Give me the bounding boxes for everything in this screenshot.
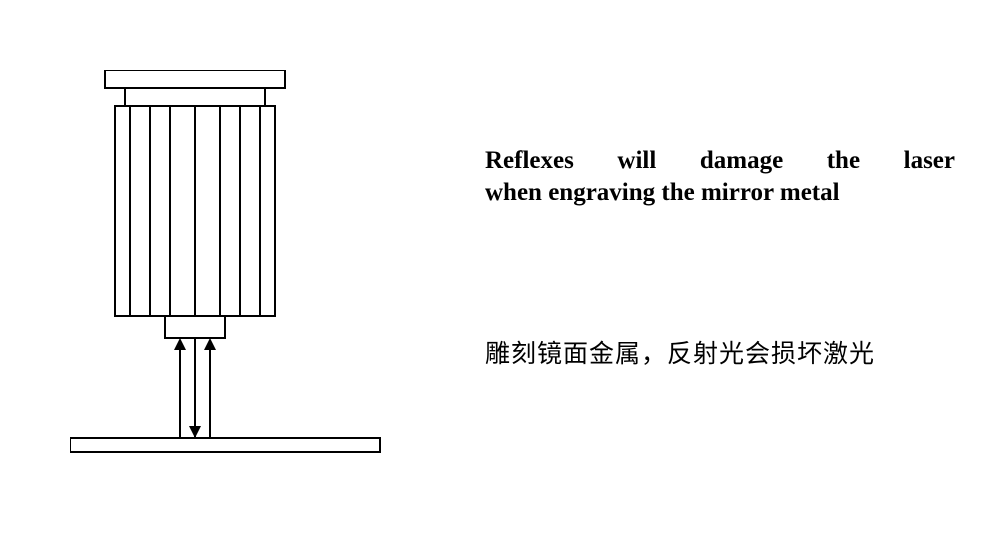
chinese-caption: 雕刻镜面金属，反射光会损坏激光 [485, 334, 955, 370]
arrow-up-left [174, 338, 186, 350]
text-block: Reflexes will damage the laser when engr… [485, 145, 955, 370]
english-line-1: Reflexes will damage the laser [485, 145, 955, 177]
laser-neck [125, 88, 265, 106]
english-line-2: when engraving the mirror metal [485, 177, 955, 209]
arrow-up-right [204, 338, 216, 350]
diagram-svg [70, 70, 390, 490]
laser-top-cap [105, 70, 285, 88]
mirror-plate [70, 438, 380, 452]
english-caption: Reflexes will damage the laser when engr… [485, 145, 955, 209]
laser-diagram [70, 70, 390, 490]
arrow-down [189, 426, 201, 438]
laser-nozzle [165, 316, 225, 338]
